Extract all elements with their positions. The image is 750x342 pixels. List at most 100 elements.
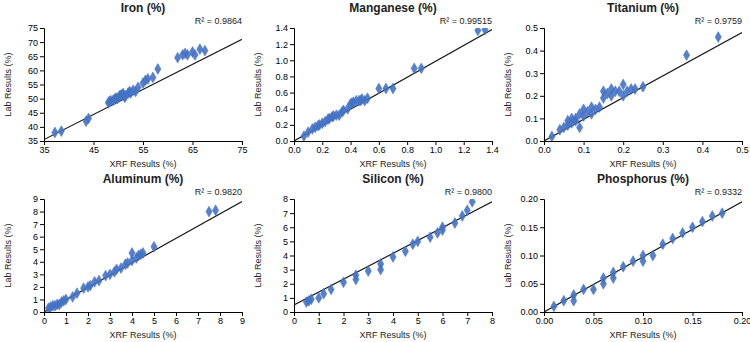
tick-mark xyxy=(290,312,294,313)
tick-label: 0.1 xyxy=(578,145,591,155)
point xyxy=(630,256,636,267)
tick-label: 0.15 xyxy=(520,223,538,233)
tick: 60 xyxy=(28,66,44,76)
panel-title: Manganese (%) xyxy=(349,1,436,15)
tick-mark xyxy=(290,227,294,228)
tick: 1.2 xyxy=(275,40,294,50)
x-axis-title: XRF Results (%) xyxy=(359,159,426,169)
tick-mark xyxy=(540,51,544,52)
x-axis-title: XRF Results (%) xyxy=(609,330,676,340)
axis-line xyxy=(290,200,295,313)
point xyxy=(58,126,64,137)
tick-label: 3 xyxy=(108,316,113,326)
tick-mark xyxy=(40,199,44,200)
tick-mark xyxy=(290,241,294,242)
tick: 1.4 xyxy=(486,141,499,155)
plot-area: 01234567890123456789 xyxy=(33,194,245,326)
figure: 3545556575354045505560657075Iron (%)R² =… xyxy=(0,0,750,342)
point xyxy=(610,267,616,278)
tick: 0.0 xyxy=(538,141,551,155)
tick: 0.2 xyxy=(275,120,294,130)
tick-label: 0.2 xyxy=(317,145,330,155)
tick: 0.3 xyxy=(525,69,544,79)
tick-label: 5 xyxy=(416,316,421,326)
tick-mark xyxy=(40,224,44,225)
x-axis-title: XRF Results (%) xyxy=(109,330,176,340)
tick-label: 0.0 xyxy=(288,145,301,155)
plot-area: 012345678012345678 xyxy=(283,194,495,326)
tick-mark xyxy=(290,60,294,61)
tick-mark xyxy=(40,287,44,288)
tick-label: 45 xyxy=(28,108,38,118)
axis-line xyxy=(40,29,45,142)
tick: 0.4 xyxy=(525,46,544,56)
tick: 0.6 xyxy=(275,88,294,98)
tick-label: 70 xyxy=(28,38,38,48)
tick-mark xyxy=(40,312,44,313)
tick-label: 0 xyxy=(42,316,47,326)
annotation: R² = 0.9800 xyxy=(445,187,492,197)
tick: 0.6 xyxy=(373,141,386,155)
tick-mark xyxy=(290,284,294,285)
tick: 7 xyxy=(196,312,201,326)
tick-mark xyxy=(540,141,544,142)
tick-mark xyxy=(40,262,44,263)
tick: 0 xyxy=(33,307,44,317)
tick: 1 xyxy=(317,312,322,326)
point xyxy=(689,222,695,233)
tick-mark xyxy=(540,256,544,257)
tick: 2 xyxy=(86,312,91,326)
tick-mark xyxy=(40,113,44,114)
tick: 35 xyxy=(39,141,49,155)
tick-mark xyxy=(40,237,44,238)
tick: 65 xyxy=(28,52,44,62)
tick-label: 4 xyxy=(391,316,396,326)
tick-label: 7 xyxy=(196,316,201,326)
tick-mark xyxy=(290,199,294,200)
panel: 3545556575354045505560657075Iron (%)R² =… xyxy=(3,1,247,169)
tick-label: 0.6 xyxy=(275,88,288,98)
point xyxy=(192,49,198,60)
tick: 0.5 xyxy=(736,141,749,155)
point xyxy=(439,222,445,233)
point xyxy=(155,64,161,75)
y-axis: 354045505560657075 xyxy=(28,23,45,146)
tick-label: 65 xyxy=(28,52,38,62)
x-axis-title: XRF Results (%) xyxy=(359,330,426,340)
y-axis: 012345678 xyxy=(283,194,295,317)
tick-label: 0.05 xyxy=(520,279,538,289)
tick-label: 1 xyxy=(33,295,38,305)
point xyxy=(427,232,433,243)
tick: 2 xyxy=(33,282,44,292)
tick: 3 xyxy=(33,270,44,280)
tick-label: 0.4 xyxy=(275,104,288,114)
x-axis: 012345678 xyxy=(292,312,495,326)
panel: 01234567890123456789Aluminum (%)R² = 0.9… xyxy=(3,172,245,340)
tick-label: 1.0 xyxy=(275,56,288,66)
tick: 5 xyxy=(416,312,421,326)
point xyxy=(660,239,666,250)
tick: 4 xyxy=(130,312,135,326)
tick: 1.4 xyxy=(275,23,294,33)
tick: 0.05 xyxy=(585,312,603,326)
tick: 0.8 xyxy=(275,72,294,82)
tick: 0.15 xyxy=(684,312,702,326)
tick-label: 55 xyxy=(28,80,38,90)
point xyxy=(459,211,465,222)
point xyxy=(383,83,389,94)
x-axis-title: XRF Results (%) xyxy=(609,159,676,169)
trend-line xyxy=(294,202,492,305)
tick-label: 8 xyxy=(33,207,38,217)
tick: 0.05 xyxy=(520,279,544,289)
tick-label: 1.2 xyxy=(275,40,288,50)
plot-area: 0.00.10.20.30.40.50.00.10.20.30.40.5 xyxy=(525,23,748,155)
axis-line xyxy=(545,142,743,146)
tick-label: 7 xyxy=(283,209,288,219)
tick: 1 xyxy=(64,312,69,326)
tick-label: 50 xyxy=(28,94,38,104)
tick: 5 xyxy=(283,237,294,247)
tick: 2 xyxy=(341,312,346,326)
tick-label: 65 xyxy=(188,145,198,155)
y-axis-title: Lab Results (%) xyxy=(253,52,263,116)
tick-mark xyxy=(40,141,44,142)
